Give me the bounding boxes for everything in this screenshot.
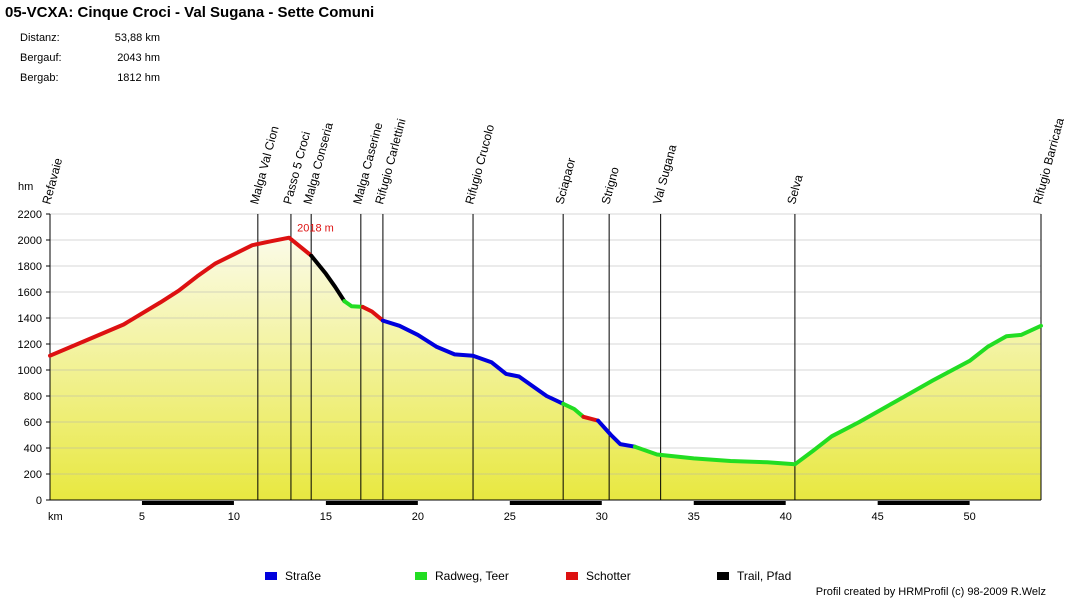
km-scale-segment [509, 501, 602, 505]
x-tick-label: 40 [780, 511, 792, 523]
profile-segment [48, 235, 314, 358]
waypoint-label: Rifugio Barricata [1030, 116, 1067, 206]
y-tick-label: 200 [24, 469, 42, 481]
x-axis-label: km [48, 511, 63, 523]
y-tick-label: 600 [24, 417, 42, 429]
km-scale-segment [693, 501, 786, 505]
km-scale-segment [325, 501, 418, 505]
y-tick-label: 0 [36, 495, 42, 507]
x-tick-label: 20 [412, 511, 424, 523]
y-axis-label: hm [18, 181, 33, 193]
chart-title: 05-VCXA: Cinque Croci - Val Sugana - Set… [5, 4, 375, 21]
max-elevation-label: 2018 m [297, 223, 334, 235]
waypoint-label: Malga Val Cion [247, 124, 281, 205]
stat-distance-value: 53,88 km [114, 32, 160, 44]
profile-segment [596, 418, 637, 449]
legend-swatch [415, 572, 427, 580]
x-tick-label: 35 [688, 511, 700, 523]
waypoint-label: Strigno [599, 165, 622, 206]
x-tick-label: 30 [596, 511, 608, 523]
y-tick-label: 1400 [18, 313, 42, 325]
stat-ascent-label: Bergauf: [20, 52, 62, 64]
profile-area-fill [50, 237, 1041, 500]
profile-segment [360, 304, 385, 323]
profile-segment [561, 401, 586, 419]
y-tick-label: 800 [24, 391, 42, 403]
profile-segment [380, 318, 566, 406]
x-tick-label: 25 [504, 511, 516, 523]
waypoint-label: Refavaie [39, 156, 65, 206]
legend-label: Schotter [586, 569, 631, 583]
y-tick-label: 1000 [18, 365, 42, 377]
y-tick-label: 2000 [18, 235, 42, 247]
legend-label: Radweg, Teer [435, 569, 509, 583]
x-tick-label: 10 [228, 511, 240, 523]
x-tick-label: 5 [139, 511, 145, 523]
waypoint-label: Val Sugana [650, 143, 679, 206]
x-tick-label: 45 [872, 511, 884, 523]
stat-ascent-value: 2043 hm [117, 52, 160, 64]
x-tick-label: 50 [964, 511, 976, 523]
y-tick-label: 2200 [18, 209, 42, 221]
stat-distance-label: Distanz: [20, 32, 60, 44]
profile-segment [342, 299, 365, 309]
profile-segment [309, 253, 347, 304]
y-tick-label: 400 [24, 443, 42, 455]
y-tick-label: 1600 [18, 287, 42, 299]
y-tick-label: 1800 [18, 261, 42, 273]
km-scale-segment [141, 501, 234, 505]
legend-label: Straße [285, 569, 321, 583]
legend-swatch [717, 572, 729, 580]
stat-descent-value: 1812 hm [117, 72, 160, 84]
legend-label: Trail, Pfad [737, 569, 791, 583]
waypoint-label: Sciapaor [553, 156, 579, 205]
x-tick-label: 15 [320, 511, 332, 523]
waypoint-label: Selva [784, 173, 805, 206]
km-scale-segment [877, 501, 970, 505]
stat-descent-label: Bergab: [20, 72, 59, 84]
waypoint-label: Rifugio Crucolo [462, 123, 497, 206]
legend-swatch [566, 572, 578, 580]
credit-text: Profil created by HRMProfil (c) 98-2009 … [815, 586, 1046, 598]
profile-segment [581, 414, 601, 423]
y-tick-label: 1200 [18, 339, 42, 351]
profile-segment [632, 323, 1043, 467]
legend-swatch [265, 572, 277, 580]
